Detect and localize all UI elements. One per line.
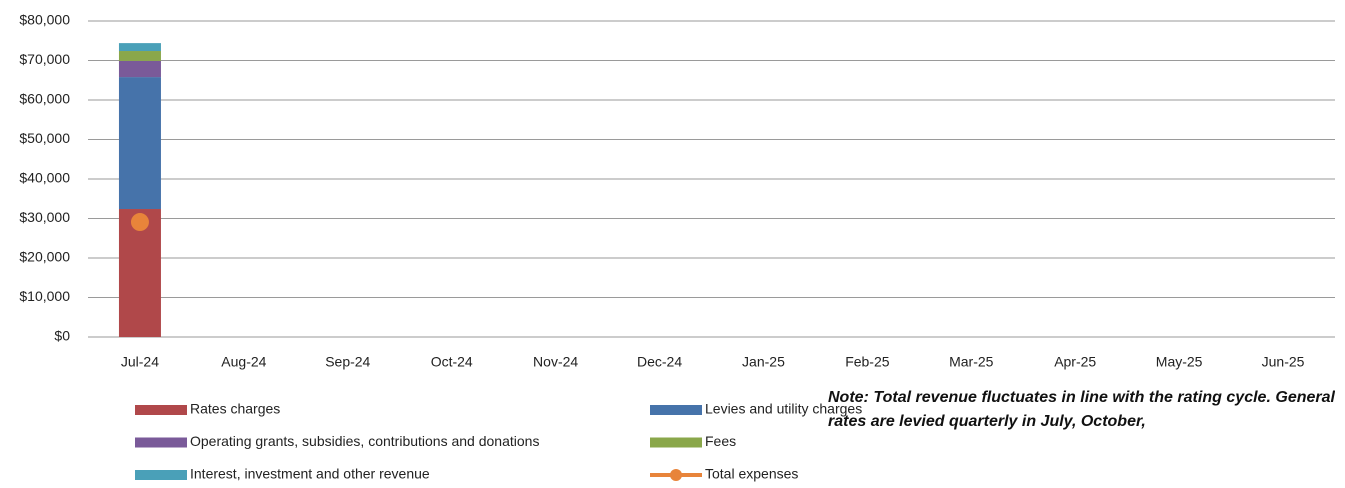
legend-swatch xyxy=(650,405,702,415)
x-tick-label: Aug-24 xyxy=(221,354,266,370)
legend-swatch xyxy=(650,437,702,448)
x-tick-label: Sep-24 xyxy=(325,354,370,370)
x-tick-label: Oct-24 xyxy=(431,354,473,370)
legend-swatch xyxy=(670,469,682,481)
x-tick-label: Apr-25 xyxy=(1054,354,1096,370)
legend-label: Fees xyxy=(705,433,736,449)
y-tick-label: $70,000 xyxy=(19,51,70,67)
bar-segment xyxy=(118,77,161,210)
y-tick-label: $60,000 xyxy=(19,91,70,107)
x-tick-label: Jun-25 xyxy=(1262,354,1305,370)
x-tick-label: Jul-24 xyxy=(121,354,159,370)
legend-label: Operating grants, subsidies, contributio… xyxy=(190,433,539,449)
bar-segment xyxy=(118,60,161,78)
x-tick-label: Mar-25 xyxy=(949,354,994,370)
y-tick-label: $0 xyxy=(54,328,70,344)
y-tick-label: $10,000 xyxy=(19,288,70,304)
y-tick-label: $30,000 xyxy=(19,209,70,225)
y-tick-label: $20,000 xyxy=(19,249,70,265)
x-tick-label: Dec-24 xyxy=(637,354,682,370)
note: Note: Total revenue fluctuates in line w… xyxy=(828,389,1335,430)
x-tick-label: Nov-24 xyxy=(533,354,578,370)
legend-label: Levies and utility charges xyxy=(705,401,862,417)
legend-label: Rates charges xyxy=(190,401,280,417)
legend-swatch xyxy=(135,405,187,415)
legend-label: Total expenses xyxy=(705,466,798,482)
y-tick-label: $80,000 xyxy=(19,12,70,28)
x-tick-label: Feb-25 xyxy=(845,354,890,370)
y-tick-label: $40,000 xyxy=(19,170,70,186)
bar-segment xyxy=(118,43,161,52)
legend-swatch xyxy=(135,470,187,480)
x-tick-label: May-25 xyxy=(1156,354,1203,370)
x-tick-label: Jan-25 xyxy=(742,354,785,370)
line-marker xyxy=(130,213,149,232)
bar-segment xyxy=(118,51,161,61)
y-tick-label: $50,000 xyxy=(19,130,70,146)
legend-label: Interest, investment and other revenue xyxy=(190,466,430,482)
legend-swatch xyxy=(135,437,187,448)
